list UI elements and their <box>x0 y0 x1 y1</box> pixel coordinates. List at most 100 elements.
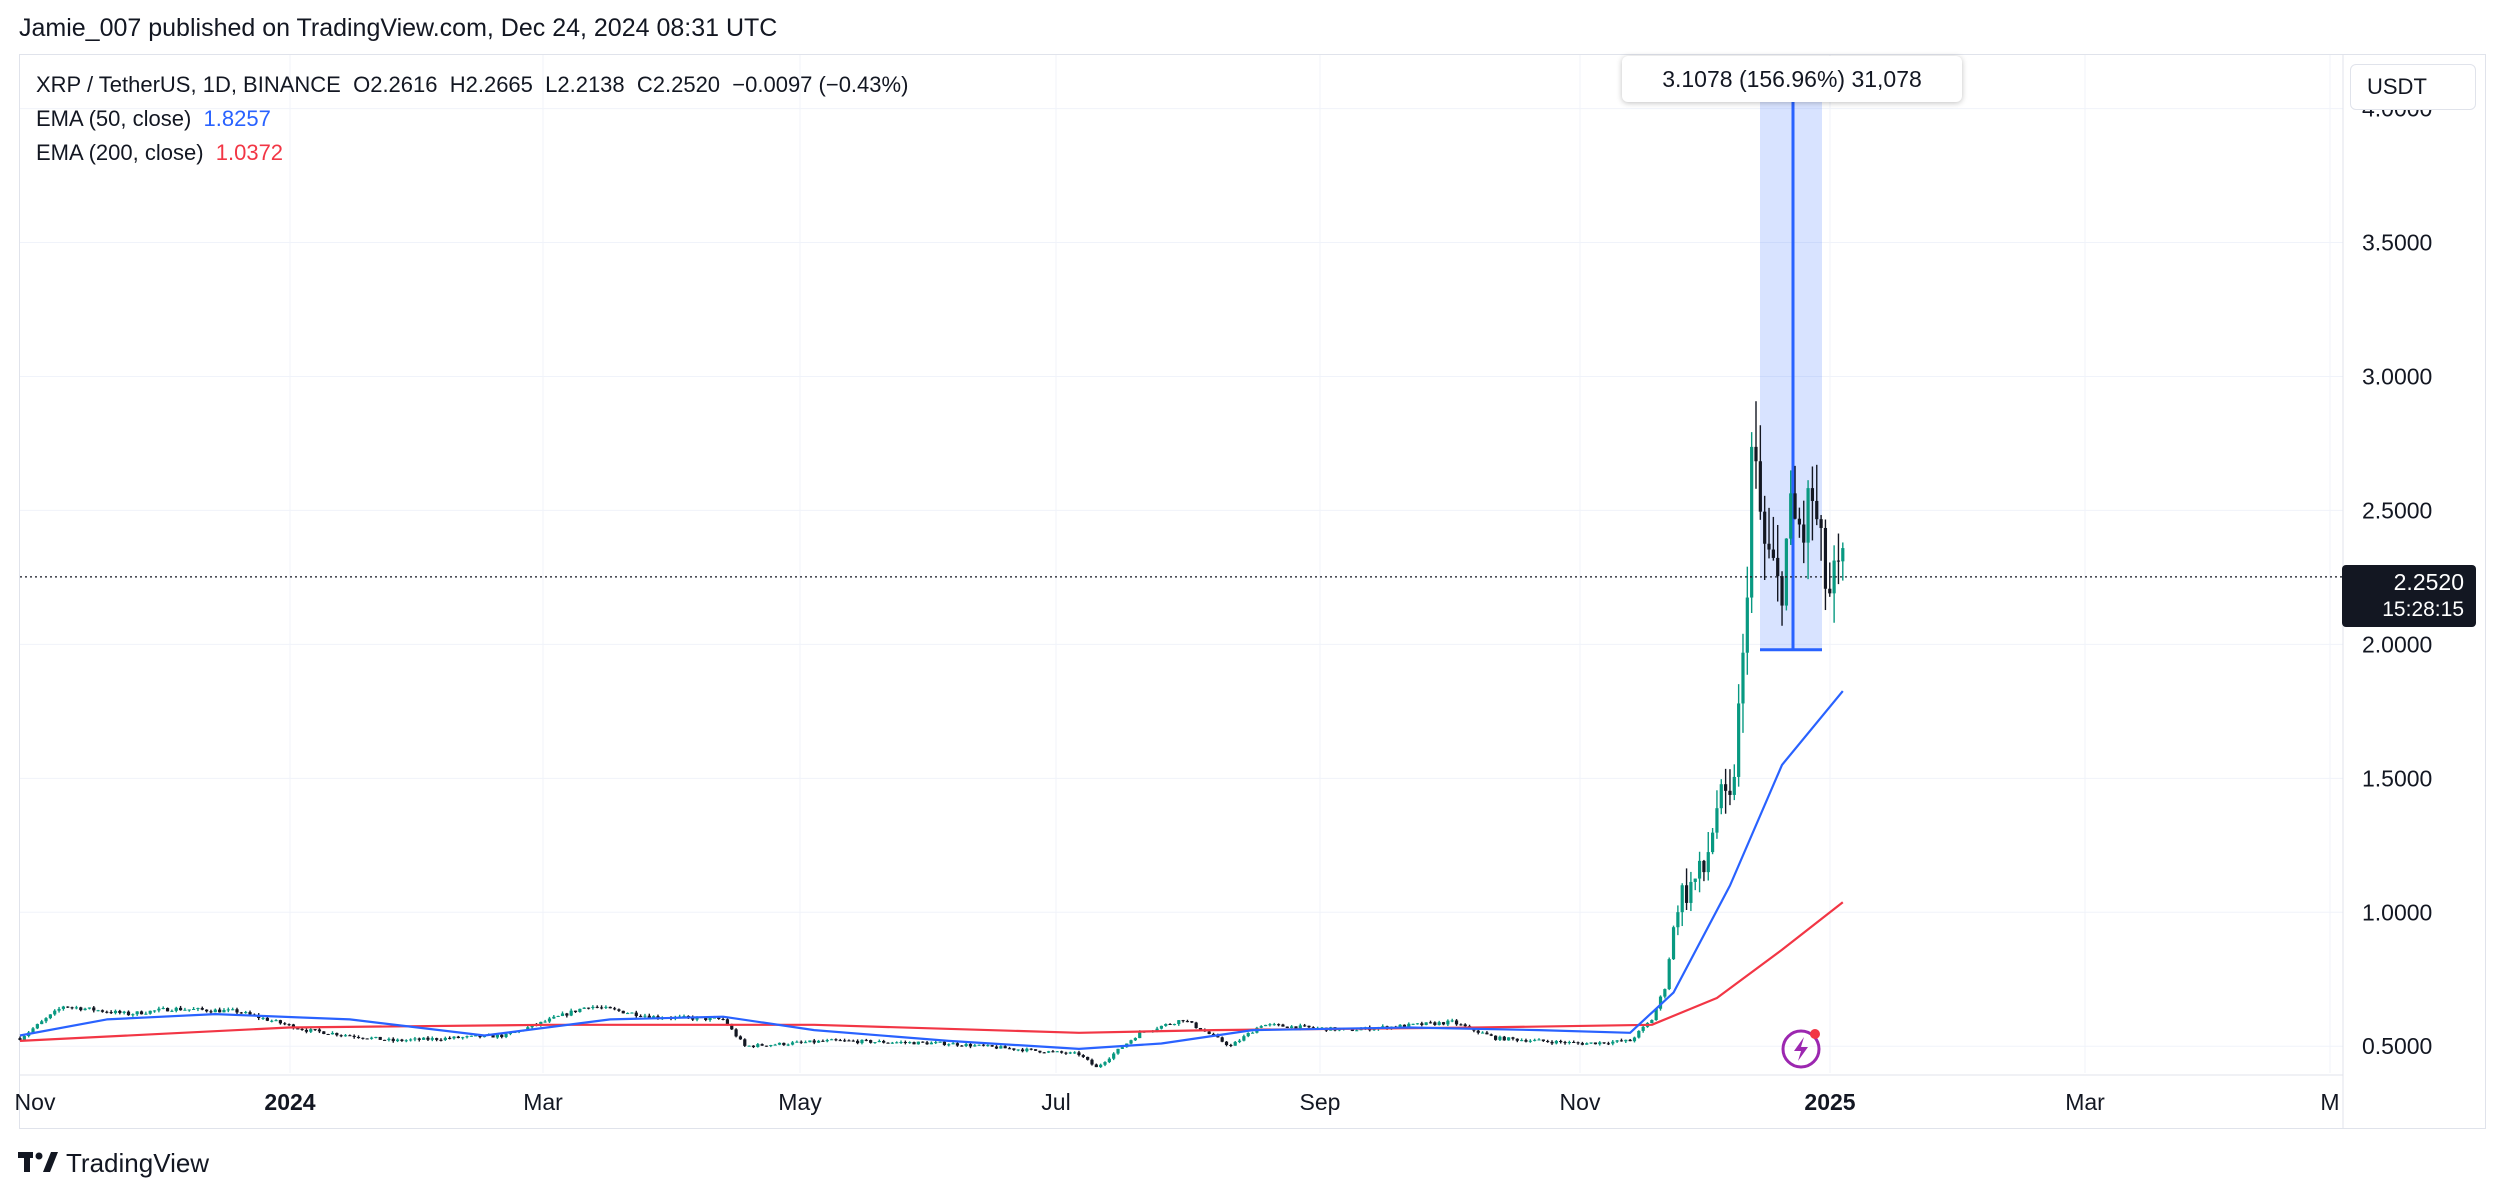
candle-body <box>1667 959 1671 990</box>
tradingview-logo[interactable]: TradingView <box>18 1148 209 1178</box>
legend-ema50-row[interactable]: EMA (50, close) 1.8257 <box>36 106 271 132</box>
candle-body <box>1715 808 1719 833</box>
candle-body <box>1489 1034 1493 1036</box>
candle-body <box>1537 1039 1541 1041</box>
candle-body <box>1133 1038 1137 1041</box>
candle-body <box>1619 1040 1624 1042</box>
x-tick-label: May <box>778 1089 822 1115</box>
candle-body <box>1658 996 1663 1009</box>
candle-body <box>869 1040 873 1043</box>
candle-body <box>1724 784 1728 791</box>
candle-body <box>682 1015 686 1017</box>
candle-body <box>1272 1024 1276 1026</box>
candle-body <box>1494 1035 1498 1040</box>
candle-body <box>821 1040 825 1042</box>
candle-body <box>942 1041 947 1046</box>
candle-body <box>543 1021 547 1023</box>
candle-body <box>595 1006 599 1008</box>
candle-body <box>1229 1044 1233 1046</box>
candle-body <box>1211 1033 1216 1035</box>
candle-body <box>135 1011 139 1015</box>
candle-body <box>1233 1041 1237 1046</box>
candle-body <box>1819 519 1823 528</box>
y-tick-label: 2.5000 <box>2362 497 2432 523</box>
candle-body <box>1572 1042 1576 1044</box>
candle-body <box>569 1010 573 1016</box>
candle-body <box>1498 1036 1502 1040</box>
candle-body <box>829 1039 834 1041</box>
legend-symbol-row[interactable]: XRP / TetherUS, 1D, BINANCE O2.2616 H2.2… <box>36 72 908 98</box>
candle-body <box>1112 1053 1116 1059</box>
candle-body <box>1806 488 1810 543</box>
candle-body <box>790 1042 795 1045</box>
candle-body <box>1654 1008 1658 1021</box>
candle-body <box>782 1042 786 1046</box>
x-tick-label: Nov <box>1560 1089 1601 1115</box>
candle-body <box>504 1033 508 1038</box>
candle-body <box>1307 1025 1311 1028</box>
candle-body <box>152 1010 157 1012</box>
candle-body <box>1259 1026 1263 1028</box>
candle-body <box>1776 557 1780 577</box>
candle-body <box>1563 1042 1567 1044</box>
brand-name: TradingView <box>66 1147 210 1178</box>
candle-body <box>951 1043 955 1045</box>
candle-body <box>1763 511 1767 544</box>
candle-body <box>1051 1051 1055 1053</box>
candle-body <box>1745 597 1749 653</box>
symbol-label: XRP / TetherUS, 1D, BINANCE <box>36 72 341 97</box>
candle-body <box>977 1044 981 1046</box>
candle-body <box>374 1036 378 1038</box>
candle-body <box>1815 500 1819 520</box>
candle-body <box>1507 1037 1511 1041</box>
candle-body <box>743 1039 747 1046</box>
candle-body <box>916 1041 920 1045</box>
candle-body <box>1624 1039 1628 1042</box>
currency-selector[interactable]: USDT <box>2350 64 2476 110</box>
candle-body <box>313 1029 317 1031</box>
candle-body <box>1580 1043 1584 1045</box>
candle-body <box>48 1014 52 1019</box>
candle-body <box>365 1038 369 1040</box>
candle-body <box>1784 538 1788 606</box>
candle-body <box>1029 1048 1033 1050</box>
lightning-bolt-icon[interactable] <box>1780 1025 1826 1071</box>
candle-body <box>226 1009 230 1011</box>
candle-body <box>1172 1024 1177 1026</box>
candle-body <box>1207 1031 1211 1034</box>
candle-body <box>209 1011 213 1013</box>
candle-body <box>808 1040 812 1043</box>
candle-body <box>1606 1043 1611 1045</box>
candle-body <box>448 1037 452 1039</box>
candle-body <box>196 1008 200 1010</box>
candle-body <box>1099 1064 1103 1068</box>
candle-body <box>1138 1031 1142 1039</box>
legend-ema200-row[interactable]: EMA (200, close) 1.0372 <box>36 140 283 166</box>
candle-body <box>599 1007 604 1009</box>
candle-body <box>1224 1041 1229 1045</box>
candle-body <box>157 1008 161 1011</box>
candle-body <box>1585 1043 1589 1045</box>
candle-body <box>456 1036 460 1038</box>
grid <box>20 55 2343 1073</box>
candle-body <box>586 1007 591 1009</box>
candle-body <box>1632 1037 1637 1042</box>
candle-body <box>1298 1025 1302 1029</box>
candle-body <box>118 1010 122 1013</box>
candle-body <box>1520 1040 1524 1042</box>
candle-body <box>1689 881 1693 903</box>
candle-body <box>1476 1030 1480 1033</box>
candle-body <box>1424 1022 1428 1025</box>
ema200-label: EMA (200, close) <box>36 140 204 165</box>
candle-body <box>356 1037 361 1039</box>
candle-body <box>1480 1032 1485 1034</box>
candle-body <box>122 1011 126 1013</box>
candle-body <box>1073 1052 1077 1054</box>
candle-body <box>213 1009 217 1013</box>
candle-body <box>1550 1041 1554 1044</box>
candle-body <box>478 1035 482 1038</box>
candle-body <box>1090 1059 1094 1065</box>
candle-body <box>1285 1026 1289 1029</box>
candle-body <box>40 1021 44 1025</box>
